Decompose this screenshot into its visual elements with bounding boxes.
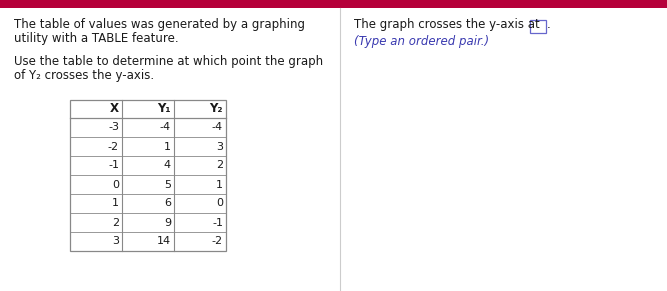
Text: -1: -1 [212, 217, 223, 228]
Text: Use the table to determine at which point the graph: Use the table to determine at which poin… [14, 55, 323, 68]
Text: utility with a TABLE feature.: utility with a TABLE feature. [14, 32, 179, 45]
Text: (Type an ordered pair.): (Type an ordered pair.) [354, 35, 489, 48]
Text: The table of values was generated by a graphing: The table of values was generated by a g… [14, 18, 305, 31]
Text: 1: 1 [112, 198, 119, 208]
Text: -2: -2 [108, 141, 119, 152]
Text: 0: 0 [112, 180, 119, 189]
Text: The graph crosses the y-axis at: The graph crosses the y-axis at [354, 18, 540, 31]
Text: 14: 14 [157, 237, 171, 246]
Text: 9: 9 [164, 217, 171, 228]
Text: -4: -4 [160, 123, 171, 132]
Text: 4: 4 [164, 161, 171, 171]
Text: 1: 1 [164, 141, 171, 152]
Text: of Y₂ crosses the y-axis.: of Y₂ crosses the y-axis. [14, 69, 154, 82]
Bar [530, 20, 546, 33]
Text: -1: -1 [108, 161, 119, 171]
Text: 3: 3 [216, 141, 223, 152]
Text: 3: 3 [112, 237, 119, 246]
Text: -2: -2 [212, 237, 223, 246]
Text: Y₂: Y₂ [209, 102, 223, 116]
Text: Y₁: Y₁ [157, 102, 171, 116]
Text: .: . [546, 18, 550, 31]
Bar [70, 100, 226, 251]
Text: 2: 2 [216, 161, 223, 171]
Text: 0: 0 [216, 198, 223, 208]
Text: 1: 1 [216, 180, 223, 189]
Text: 5: 5 [164, 180, 171, 189]
Bar [0, 0, 667, 8]
Text: -4: -4 [212, 123, 223, 132]
Text: 6: 6 [164, 198, 171, 208]
Text: -3: -3 [108, 123, 119, 132]
Text: X: X [110, 102, 119, 116]
Text: 2: 2 [112, 217, 119, 228]
